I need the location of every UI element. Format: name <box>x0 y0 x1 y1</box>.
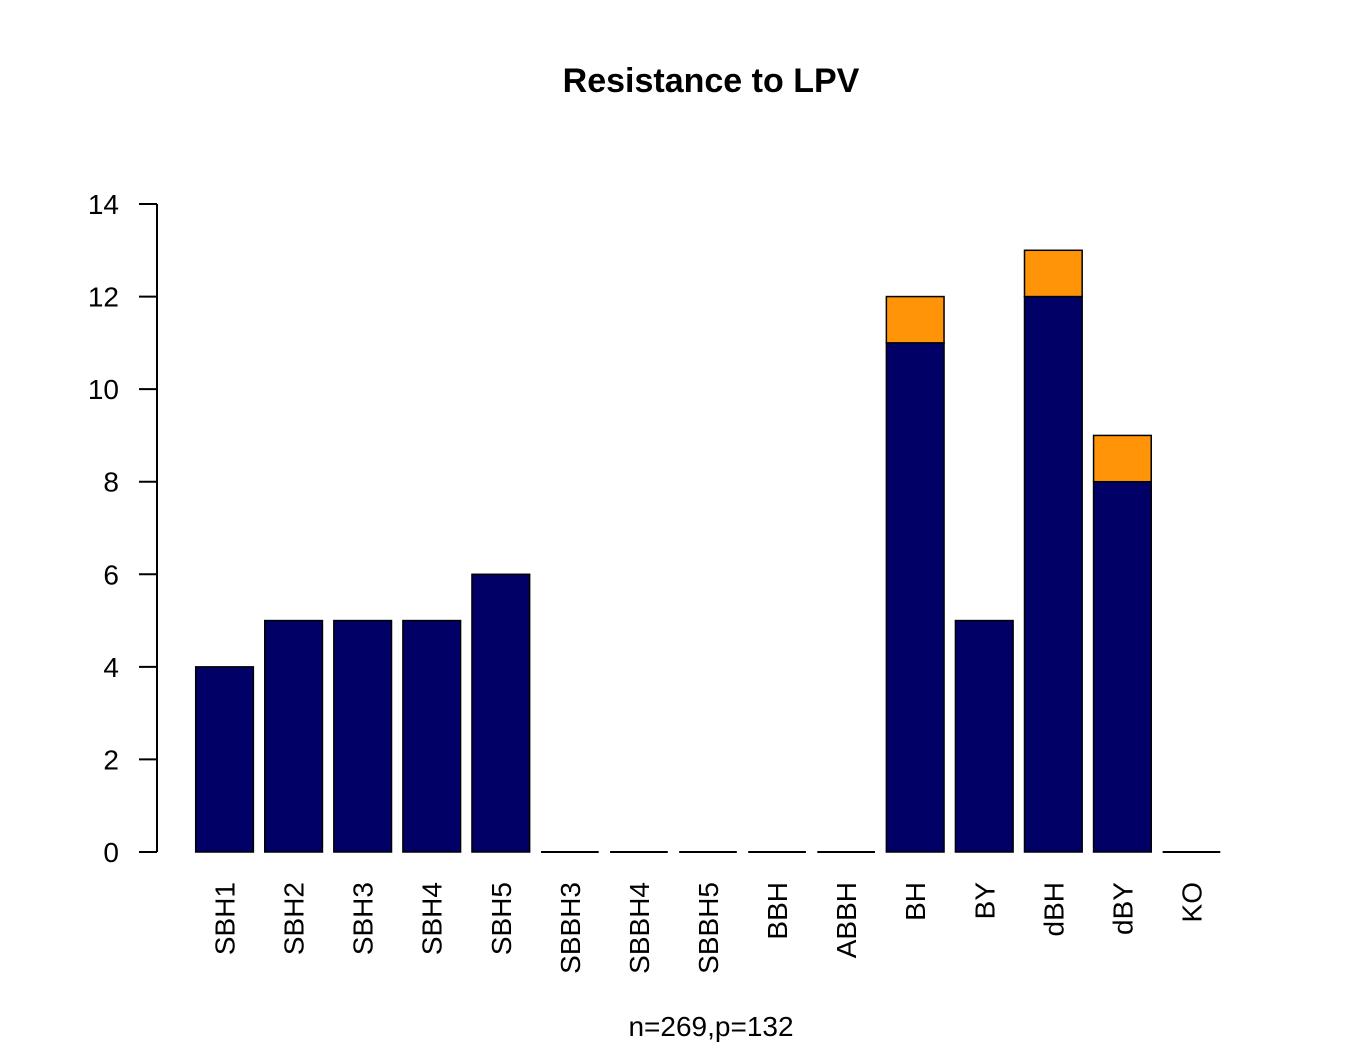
bar-dBH-base <box>1023 295 1083 853</box>
x-tick-label: SBH2 <box>279 882 310 955</box>
x-tick-labels: SBH1 SBH2 SBH3 SBH4 SBH5 SBBH3 SBBH4 SBBH5 BBH AB… <box>210 882 1208 974</box>
bar-dBH-top <box>1023 249 1083 298</box>
y-tick-label: 6 <box>103 559 119 590</box>
x-tick-label: KO <box>1176 882 1207 922</box>
bar-BH-base <box>885 342 945 853</box>
x-tick-label: BBH <box>762 882 793 940</box>
bar-dBY-base <box>1092 480 1152 853</box>
x-tick-label: SBBH3 <box>555 882 586 974</box>
bar-SBH1-base <box>194 666 255 853</box>
x-tick-label: SBH3 <box>348 882 379 955</box>
bar-SBH4-base <box>402 619 462 853</box>
x-tick-label: SBH1 <box>210 882 241 955</box>
y-tick-label: 4 <box>103 652 119 683</box>
y-tick-label: 2 <box>103 744 119 775</box>
x-tick-label: ABBH <box>831 882 862 958</box>
y-tick-label: 0 <box>103 837 119 868</box>
x-tick-label: dBH <box>1038 882 1069 936</box>
bar-SBH5-base <box>471 573 531 853</box>
x-tick-label: BH <box>900 882 931 921</box>
x-tick-label: SBH5 <box>486 882 517 955</box>
y-tick-label: 10 <box>88 374 119 405</box>
x-tick-label: SBBH5 <box>693 882 724 974</box>
y-tick-label: 14 <box>88 189 119 220</box>
x-tick-label: SBH4 <box>417 882 448 955</box>
x-tick-label: SBBH4 <box>624 882 655 974</box>
x-axis-label: n=269,p=132 <box>628 1011 793 1042</box>
bar-BH-top <box>885 295 945 344</box>
bar-SBH3-base <box>333 619 393 853</box>
x-tick-label: BY <box>969 882 1000 920</box>
bar-SBH2-base <box>264 619 324 853</box>
bar-dBY-top <box>1092 434 1152 483</box>
y-tick-label: 8 <box>103 467 119 498</box>
bars <box>194 249 1221 853</box>
y-tick-label: 12 <box>88 282 119 313</box>
chart-title: Resistance to LPV <box>563 62 860 100</box>
y-axis: 0 2 4 6 8 10 12 14 <box>88 189 158 868</box>
x-tick-label: dBY <box>1107 882 1138 935</box>
bar-BY-base <box>954 619 1014 853</box>
